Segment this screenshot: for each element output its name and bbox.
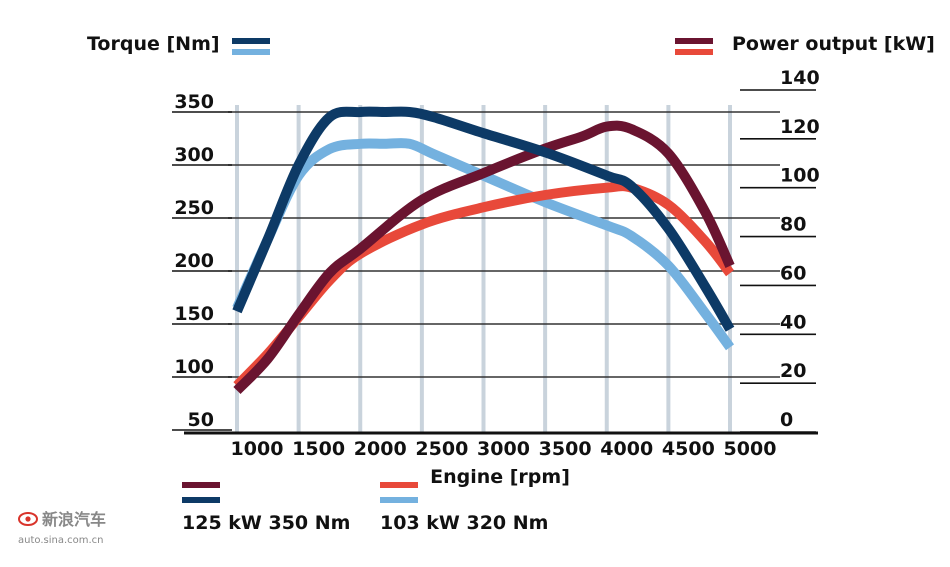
- power-legend-swatch-1: [675, 38, 713, 44]
- y-left-tick-label: 100: [174, 356, 214, 378]
- engine-legend-torque-swatch-2: [380, 497, 418, 503]
- y-right-tick-label: 40: [780, 311, 806, 333]
- y-right-tick-label: 20: [780, 360, 806, 382]
- sina-eye-logo-icon: [18, 512, 38, 526]
- y-right-tick-label: 0: [780, 409, 793, 431]
- y-left-tick-label: 350: [174, 91, 214, 113]
- y-right-tick-label: 100: [780, 165, 820, 187]
- power-axis-title: Power output [kW]: [732, 33, 935, 55]
- y-left-tick-label: 250: [174, 197, 214, 219]
- x-tick-label: 2000: [354, 438, 407, 460]
- y-right-tick-label: 80: [780, 214, 806, 236]
- power-legend-swatch-2: [675, 49, 713, 55]
- sina-watermark: 新浪汽车 auto.sina.com.cn: [18, 510, 106, 546]
- watermark-brand: 新浪汽车: [42, 510, 106, 529]
- y-left-tick-label: 150: [174, 303, 214, 325]
- y-left-tick-label: 50: [188, 409, 214, 431]
- y-left-tick-label: 300: [174, 144, 214, 166]
- x-tick-label: 1500: [292, 438, 345, 460]
- torque-curve-125kw: [232, 106, 735, 332]
- x-tick-label: 4000: [600, 438, 653, 460]
- x-tick-label: 3000: [477, 438, 530, 460]
- x-tick-label: 2500: [415, 438, 468, 460]
- axes: 5010015020025030035002040608010012014010…: [172, 67, 820, 460]
- x-tick-label: 5000: [724, 438, 777, 460]
- torque-curve-103kw: [232, 138, 735, 351]
- torque-legend-swatch-1: [232, 38, 270, 44]
- y-left-tick-label: 200: [174, 250, 214, 272]
- engine-legend-label-1: 125 kW 350 Nm: [182, 512, 350, 534]
- x-tick-label: 4500: [662, 438, 715, 460]
- power-curve-125kw: [233, 120, 735, 395]
- x-axis-title: Engine [rpm]: [430, 466, 570, 488]
- engine-legend-label-2: 103 kW 320 Nm: [380, 512, 548, 534]
- engine-legend-torque-swatch-1: [182, 497, 220, 503]
- watermark-url: auto.sina.com.cn: [18, 535, 104, 546]
- torque-axis-title: Torque [Nm]: [87, 33, 220, 55]
- torque-legend-swatch-2: [232, 49, 270, 55]
- y-right-tick-label: 60: [780, 262, 806, 284]
- x-tick-label: 1000: [231, 438, 284, 460]
- y-right-tick-label: 120: [780, 116, 820, 138]
- engine-legend-power-swatch-1: [182, 482, 220, 488]
- engine-legend-power-swatch-2: [380, 482, 418, 488]
- y-right-tick-label: 140: [780, 67, 820, 89]
- x-tick-label: 3500: [539, 438, 592, 460]
- series-group: [232, 106, 735, 395]
